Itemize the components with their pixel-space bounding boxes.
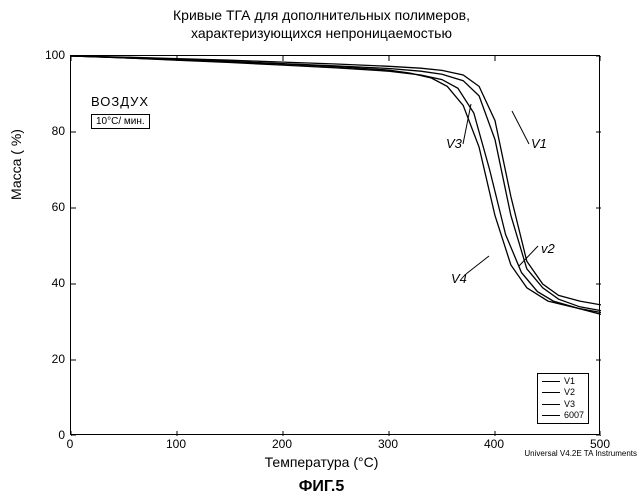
legend-text: 6007 [564,410,584,421]
ytick-label: 0 [25,428,65,442]
xtick-label: 100 [166,437,186,451]
y-axis-label: Масса ( %) [8,129,24,200]
ytick-label: 100 [25,48,65,62]
legend-swatch [542,381,560,382]
legend-row: V3 [542,399,584,410]
series-V3 [71,56,601,313]
series-label-V4: V4 [451,271,467,286]
xtick-label: 200 [272,437,292,451]
legend-text: V3 [564,399,575,410]
figure-container: Кривые ТГА для дополнительных полимеров,… [0,0,643,500]
legend-swatch [542,415,560,416]
legend-swatch [542,392,560,393]
legend-text: V1 [564,376,575,387]
plot-area: ВОЗДУХ 10°C/ мин. V3V1V4v2 V1V2V36007 [70,55,600,435]
legend: V1V2V36007 [537,373,589,424]
series-label-V1: V1 [531,136,547,151]
figure-number: ФИГ.5 [0,478,643,496]
legend-swatch [542,404,560,405]
series-V4 [71,56,601,314]
legend-row: 6007 [542,410,584,421]
ytick-label: 20 [25,352,65,366]
ytick-label: 80 [25,124,65,138]
xtick-label: 400 [484,437,504,451]
series-label-V3: V3 [446,136,462,151]
series-label-v2: v2 [541,241,555,256]
xtick-label: 0 [67,437,74,451]
title-line-2: характеризующихся непроницаемостью [0,24,643,42]
legend-row: V2 [542,387,584,398]
ytick-label: 60 [25,200,65,214]
series-V1 [71,56,601,305]
instrument-credit: Universal V4.2E TA Instruments [524,449,637,458]
plot-svg [71,56,601,436]
chart-title: Кривые ТГА для дополнительных полимеров,… [0,6,643,42]
legend-text: V2 [564,387,575,398]
xtick-label: 300 [378,437,398,451]
legend-row: V1 [542,376,584,387]
title-line-1: Кривые ТГА для дополнительных полимеров, [0,6,643,24]
ytick-label: 40 [25,276,65,290]
